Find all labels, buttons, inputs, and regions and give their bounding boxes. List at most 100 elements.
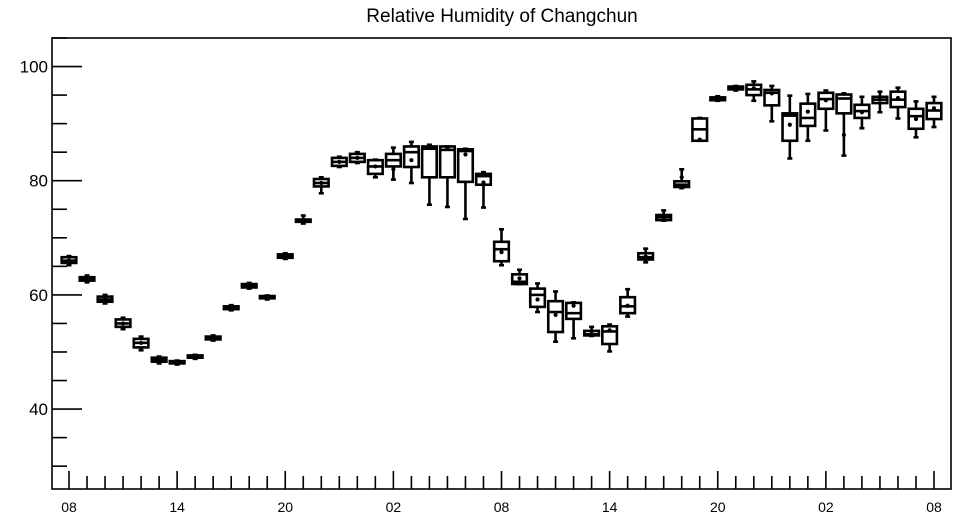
- box-series: [60, 80, 943, 366]
- box-plot: [510, 268, 529, 286]
- box-plot: [348, 150, 366, 165]
- box-plot: [781, 94, 799, 160]
- mean-marker: [913, 116, 919, 122]
- box-plot: [438, 145, 457, 209]
- mean-marker: [553, 312, 558, 317]
- mean-marker: [138, 340, 144, 345]
- mean-marker: [84, 276, 90, 282]
- box-plot: [709, 94, 727, 103]
- mean-marker: [247, 283, 252, 288]
- x-tick-label: 14: [169, 499, 185, 515]
- box-plot: [240, 281, 258, 290]
- box-plot: [655, 209, 673, 222]
- mean-marker: [679, 175, 684, 180]
- mean-marker: [895, 95, 901, 101]
- box-plot: [637, 247, 655, 264]
- box-plot: [384, 146, 402, 181]
- y-tick-label: 100: [20, 58, 48, 77]
- box-plot: [745, 80, 763, 103]
- mean-marker: [211, 335, 216, 340]
- box-plot: [150, 355, 168, 365]
- mean-marker: [301, 218, 306, 223]
- mean-marker: [283, 253, 288, 259]
- box-plot: [619, 287, 637, 318]
- box-plot: [907, 100, 925, 139]
- box-plot: [673, 168, 691, 190]
- x-tick-label: 02: [386, 499, 402, 515]
- mean-marker: [120, 321, 126, 326]
- x-tick-label: 08: [926, 499, 942, 515]
- mean-marker: [823, 98, 828, 103]
- iqr-box: [456, 148, 475, 184]
- axes: 40 60 80 100 08 14 20 02 08 14 20 02 08: [20, 37, 942, 515]
- iqr-box: [799, 102, 817, 128]
- y-tick-label: 40: [29, 400, 48, 419]
- mean-marker: [391, 167, 396, 172]
- box-plot: [871, 90, 889, 114]
- mean-marker: [229, 305, 234, 311]
- box-plot: [528, 282, 547, 314]
- box-plot: [276, 251, 294, 261]
- mean-marker: [643, 254, 648, 259]
- box-plot: [330, 155, 348, 169]
- x-tick-label: 14: [602, 499, 618, 515]
- box-plot: [853, 95, 871, 130]
- box-plot: [366, 158, 384, 179]
- x-tick-label: 20: [277, 499, 293, 515]
- box-plot: [258, 294, 276, 301]
- mean-marker: [769, 91, 774, 96]
- box-plot: [96, 293, 114, 305]
- x-tick-label: 02: [818, 499, 834, 515]
- mean-marker: [337, 159, 342, 164]
- box-plot: [583, 325, 601, 338]
- box-plot: [564, 301, 583, 340]
- mean-marker: [661, 215, 666, 220]
- mean-marker: [535, 297, 540, 302]
- mean-marker: [66, 258, 72, 263]
- chart-title: Relative Humidity of Changchun: [366, 6, 637, 27]
- mean-marker: [571, 303, 576, 308]
- box-plot: [817, 89, 835, 132]
- box-plot: [474, 170, 493, 209]
- mean-marker: [175, 360, 180, 365]
- box-plot: [168, 359, 186, 366]
- mean-marker: [517, 276, 522, 281]
- box-plot: [204, 334, 222, 342]
- box-plot: [294, 214, 312, 225]
- mean-marker: [697, 137, 702, 142]
- x-tick-label: 20: [710, 499, 726, 515]
- iqr-box: [420, 145, 439, 179]
- box-plot: [799, 92, 817, 143]
- box-plot: [925, 95, 943, 129]
- box-plot: [456, 147, 475, 221]
- mean-marker: [157, 357, 162, 362]
- box-plot: [546, 290, 565, 344]
- mean-marker: [877, 97, 883, 102]
- mean-marker: [481, 180, 486, 185]
- iqr-box: [474, 172, 493, 187]
- x-tick-label: 08: [494, 499, 510, 515]
- mean-marker: [733, 86, 738, 91]
- box-plot: [114, 316, 132, 331]
- box-plot: [222, 303, 240, 312]
- box-plot: [132, 335, 150, 352]
- mean-marker: [409, 158, 414, 163]
- box-plot: [60, 254, 78, 267]
- box-plot: [691, 116, 709, 143]
- box-plot: [186, 353, 204, 361]
- x-tick-label: 08: [61, 499, 77, 515]
- mean-marker: [499, 249, 504, 255]
- mean-marker: [265, 295, 270, 300]
- iqr-box: [402, 145, 420, 169]
- box-plot: [727, 84, 745, 92]
- mean-marker: [445, 146, 450, 151]
- mean-marker: [787, 122, 792, 127]
- y-tick-label: 60: [29, 286, 48, 305]
- mean-marker: [355, 155, 360, 160]
- box-plot: [763, 84, 781, 123]
- box-plot: [835, 92, 853, 157]
- y-tick-label: 80: [29, 172, 48, 191]
- mean-marker: [193, 354, 198, 359]
- mean-marker: [805, 109, 810, 114]
